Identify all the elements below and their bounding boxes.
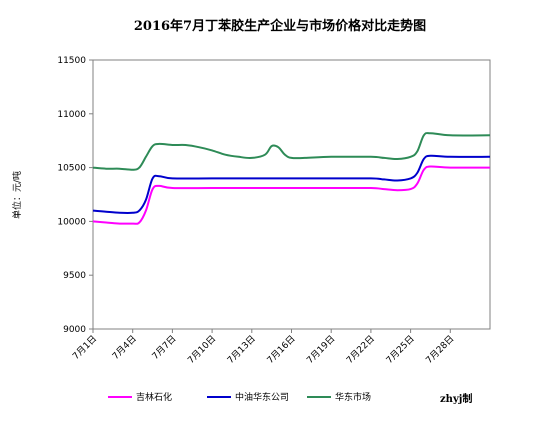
x-tick-label: 7月4日 [110,333,139,362]
y-tick-label: 11500 [57,56,86,66]
x-tick-label: 7月22日 [344,333,377,366]
x-tick-label: 7月28日 [424,333,457,366]
x-tick-label: 7月13日 [225,333,258,366]
series-line-0 [92,165,491,225]
y-tick-label: 11000 [57,110,86,120]
legend: 吉林石化 中油华东公司 华东市场 [108,391,371,403]
plot-area [92,59,491,330]
x-tick-label: 7月19日 [305,333,338,366]
y-tick-label: 10000 [57,217,86,227]
x-tick-label: 7月10日 [186,333,219,366]
legend-label: 华东市场 [335,391,371,403]
series-line-2 [92,132,491,171]
y-tick-label: 9500 [63,271,86,281]
chart-title: 2016年7月丁苯胶生产企业与市场价格对比走势图 [134,18,426,34]
series-line-1 [92,154,491,215]
legend-label: 吉林石化 [136,391,172,403]
x-tick-label: 7月7日 [150,333,179,362]
x-axis: 7月1日 7月4日 7月7日 7月10日 7月13日 7月16日 7月19日 7月22日 7月2… [71,329,457,366]
credit-text: zhyj制 [440,392,472,405]
y-tick-label: 10500 [57,164,86,174]
y-tick-label: 9000 [63,325,86,335]
x-tick-label: 7月25日 [384,333,417,366]
y-axis-label: 单位：元/吨 [11,171,23,219]
y-axis: 9000 9500 10000 10500 11000 11500 [57,56,93,335]
series-lines [92,132,491,225]
x-tick-label: 7月1日 [71,333,100,362]
x-tick-label: 7月16日 [265,333,298,366]
legend-label: 中油华东公司 [235,391,289,403]
